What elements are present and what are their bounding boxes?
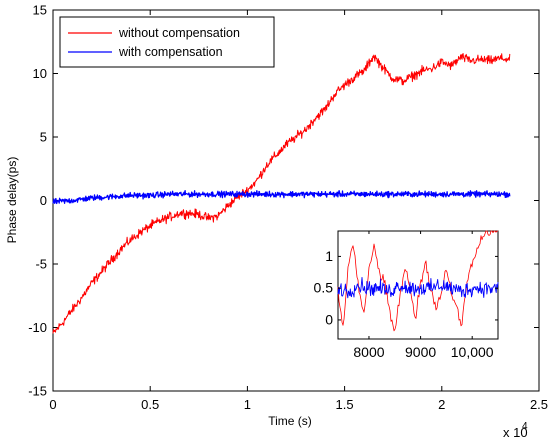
x-tick-label: 10,000 — [451, 344, 494, 360]
x-multiplier-label: x 10 — [503, 425, 528, 440]
legend: without compensation with compensation — [59, 16, 275, 68]
x-axis-label: Time (s) — [268, 414, 312, 428]
x-tick-label: 2.5 — [530, 397, 548, 412]
series-line-with-compensation — [52, 189, 511, 205]
y-axis-label: Phase delay(ps) — [5, 157, 19, 244]
x-multiplier-exponent: 4 — [522, 421, 528, 432]
series-line-with-compensation — [337, 276, 499, 299]
legend-label-with-compensation: with compensation — [118, 45, 223, 59]
x-tick-label: 1 — [244, 397, 251, 412]
x-tick-label: 0 — [49, 397, 56, 412]
y-tick-label: 15 — [33, 3, 47, 18]
main-series-layer — [52, 53, 511, 334]
inset-series-layer — [337, 230, 499, 332]
y-tick-label: 0.5 — [314, 280, 334, 296]
series-line-without-compensation — [337, 230, 498, 332]
legend-box — [59, 16, 275, 68]
series-line-without-compensation — [52, 53, 511, 334]
y-tick-label: -10 — [28, 320, 47, 335]
inset-plot-frame — [337, 230, 499, 340]
y-tick-label: 0 — [325, 311, 333, 327]
legend-label-without-compensation: without compensation — [118, 26, 240, 40]
x-tick-label: 8000 — [353, 344, 384, 360]
x-tick-label: 2 — [438, 397, 445, 412]
y-tick-label: 10 — [33, 66, 47, 81]
y-tick-label: 5 — [40, 130, 47, 145]
y-tick-label: 0 — [40, 193, 47, 208]
x-tick-label: 0.5 — [141, 397, 159, 412]
x-tick-label: 9000 — [405, 344, 436, 360]
y-tick-label: -15 — [28, 384, 47, 399]
y-tick-label: -5 — [35, 257, 47, 272]
inset-axis-ticks: 8000 9000 10,000 0 0.5 1 — [314, 231, 498, 360]
inset-plot: 8000 9000 10,000 0 0.5 1 — [314, 230, 499, 360]
x-tick-label: 1.5 — [336, 397, 354, 412]
y-tick-label: 1 — [325, 248, 333, 264]
